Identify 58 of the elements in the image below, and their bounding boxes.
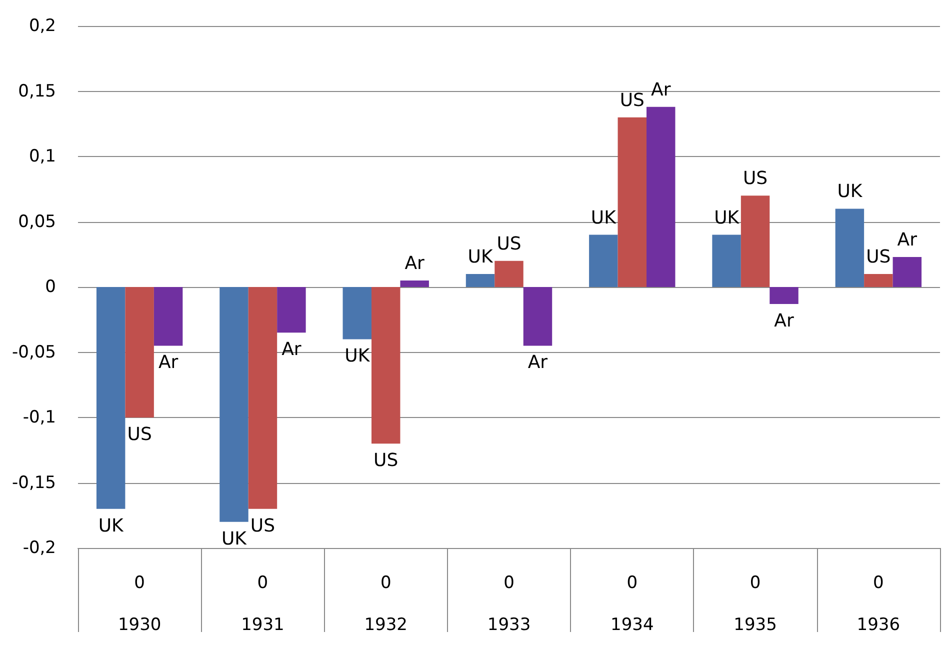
text: US <box>742 168 768 190</box>
bar <box>835 208 864 287</box>
y-tick-label: -0,15 <box>12 472 56 493</box>
bar <box>523 287 552 346</box>
bar <box>400 280 429 287</box>
text: Ar <box>774 310 794 332</box>
y-tick-label: -0,2 <box>22 538 56 558</box>
bar <box>494 260 524 287</box>
y-tick-label: 0,2 <box>28 16 56 36</box>
text: US <box>127 424 152 445</box>
bar <box>248 287 278 509</box>
text: US <box>374 450 398 472</box>
text: Ar <box>651 79 671 100</box>
bar <box>371 287 400 444</box>
series-label: Ar <box>158 352 179 374</box>
bar <box>770 287 798 304</box>
bar <box>589 234 618 287</box>
y-tick-label: 0,05 <box>18 212 56 232</box>
category-label: 0 1936 <box>856 573 900 635</box>
text: Ar <box>282 339 302 360</box>
text: UK <box>590 207 616 228</box>
bar <box>618 117 647 287</box>
text: UK <box>837 181 862 202</box>
text: Ar <box>528 352 548 374</box>
text: UK <box>221 528 246 550</box>
y-tick-label: 0 <box>45 277 56 297</box>
bar <box>277 287 306 333</box>
category-label: 0 1933 <box>487 573 531 635</box>
category-label: 0 1934 <box>610 573 654 635</box>
y-tick-label: 0,1 <box>28 146 56 166</box>
text: US <box>620 90 644 111</box>
bar <box>220 287 248 522</box>
bar <box>96 287 126 509</box>
category-label: 0 1930 <box>118 573 162 635</box>
category-label: 0 1935 <box>734 573 777 635</box>
category-label: 0 1931 <box>241 573 284 635</box>
bar <box>892 256 922 287</box>
bar <box>466 274 495 287</box>
y-tick-label: -0,1 <box>22 408 56 428</box>
category-label: 0 1932 <box>364 573 408 635</box>
bar <box>125 287 154 418</box>
text: Ar <box>897 229 918 250</box>
series-label: UK <box>98 515 125 536</box>
text: Ar <box>404 252 424 274</box>
y-tick-label: 0,15 <box>18 81 56 102</box>
bar <box>864 274 893 287</box>
bar <box>342 287 372 340</box>
bar <box>740 196 770 287</box>
text: UK <box>714 207 740 228</box>
series-label: US <box>496 233 522 254</box>
text: UK <box>468 246 493 268</box>
text: US <box>866 246 891 268</box>
bar <box>154 287 183 346</box>
bar <box>646 106 676 287</box>
text: UK <box>344 346 370 367</box>
bar <box>712 234 741 287</box>
text: US <box>250 515 276 536</box>
y-tick-label: -0,05 <box>12 342 56 362</box>
